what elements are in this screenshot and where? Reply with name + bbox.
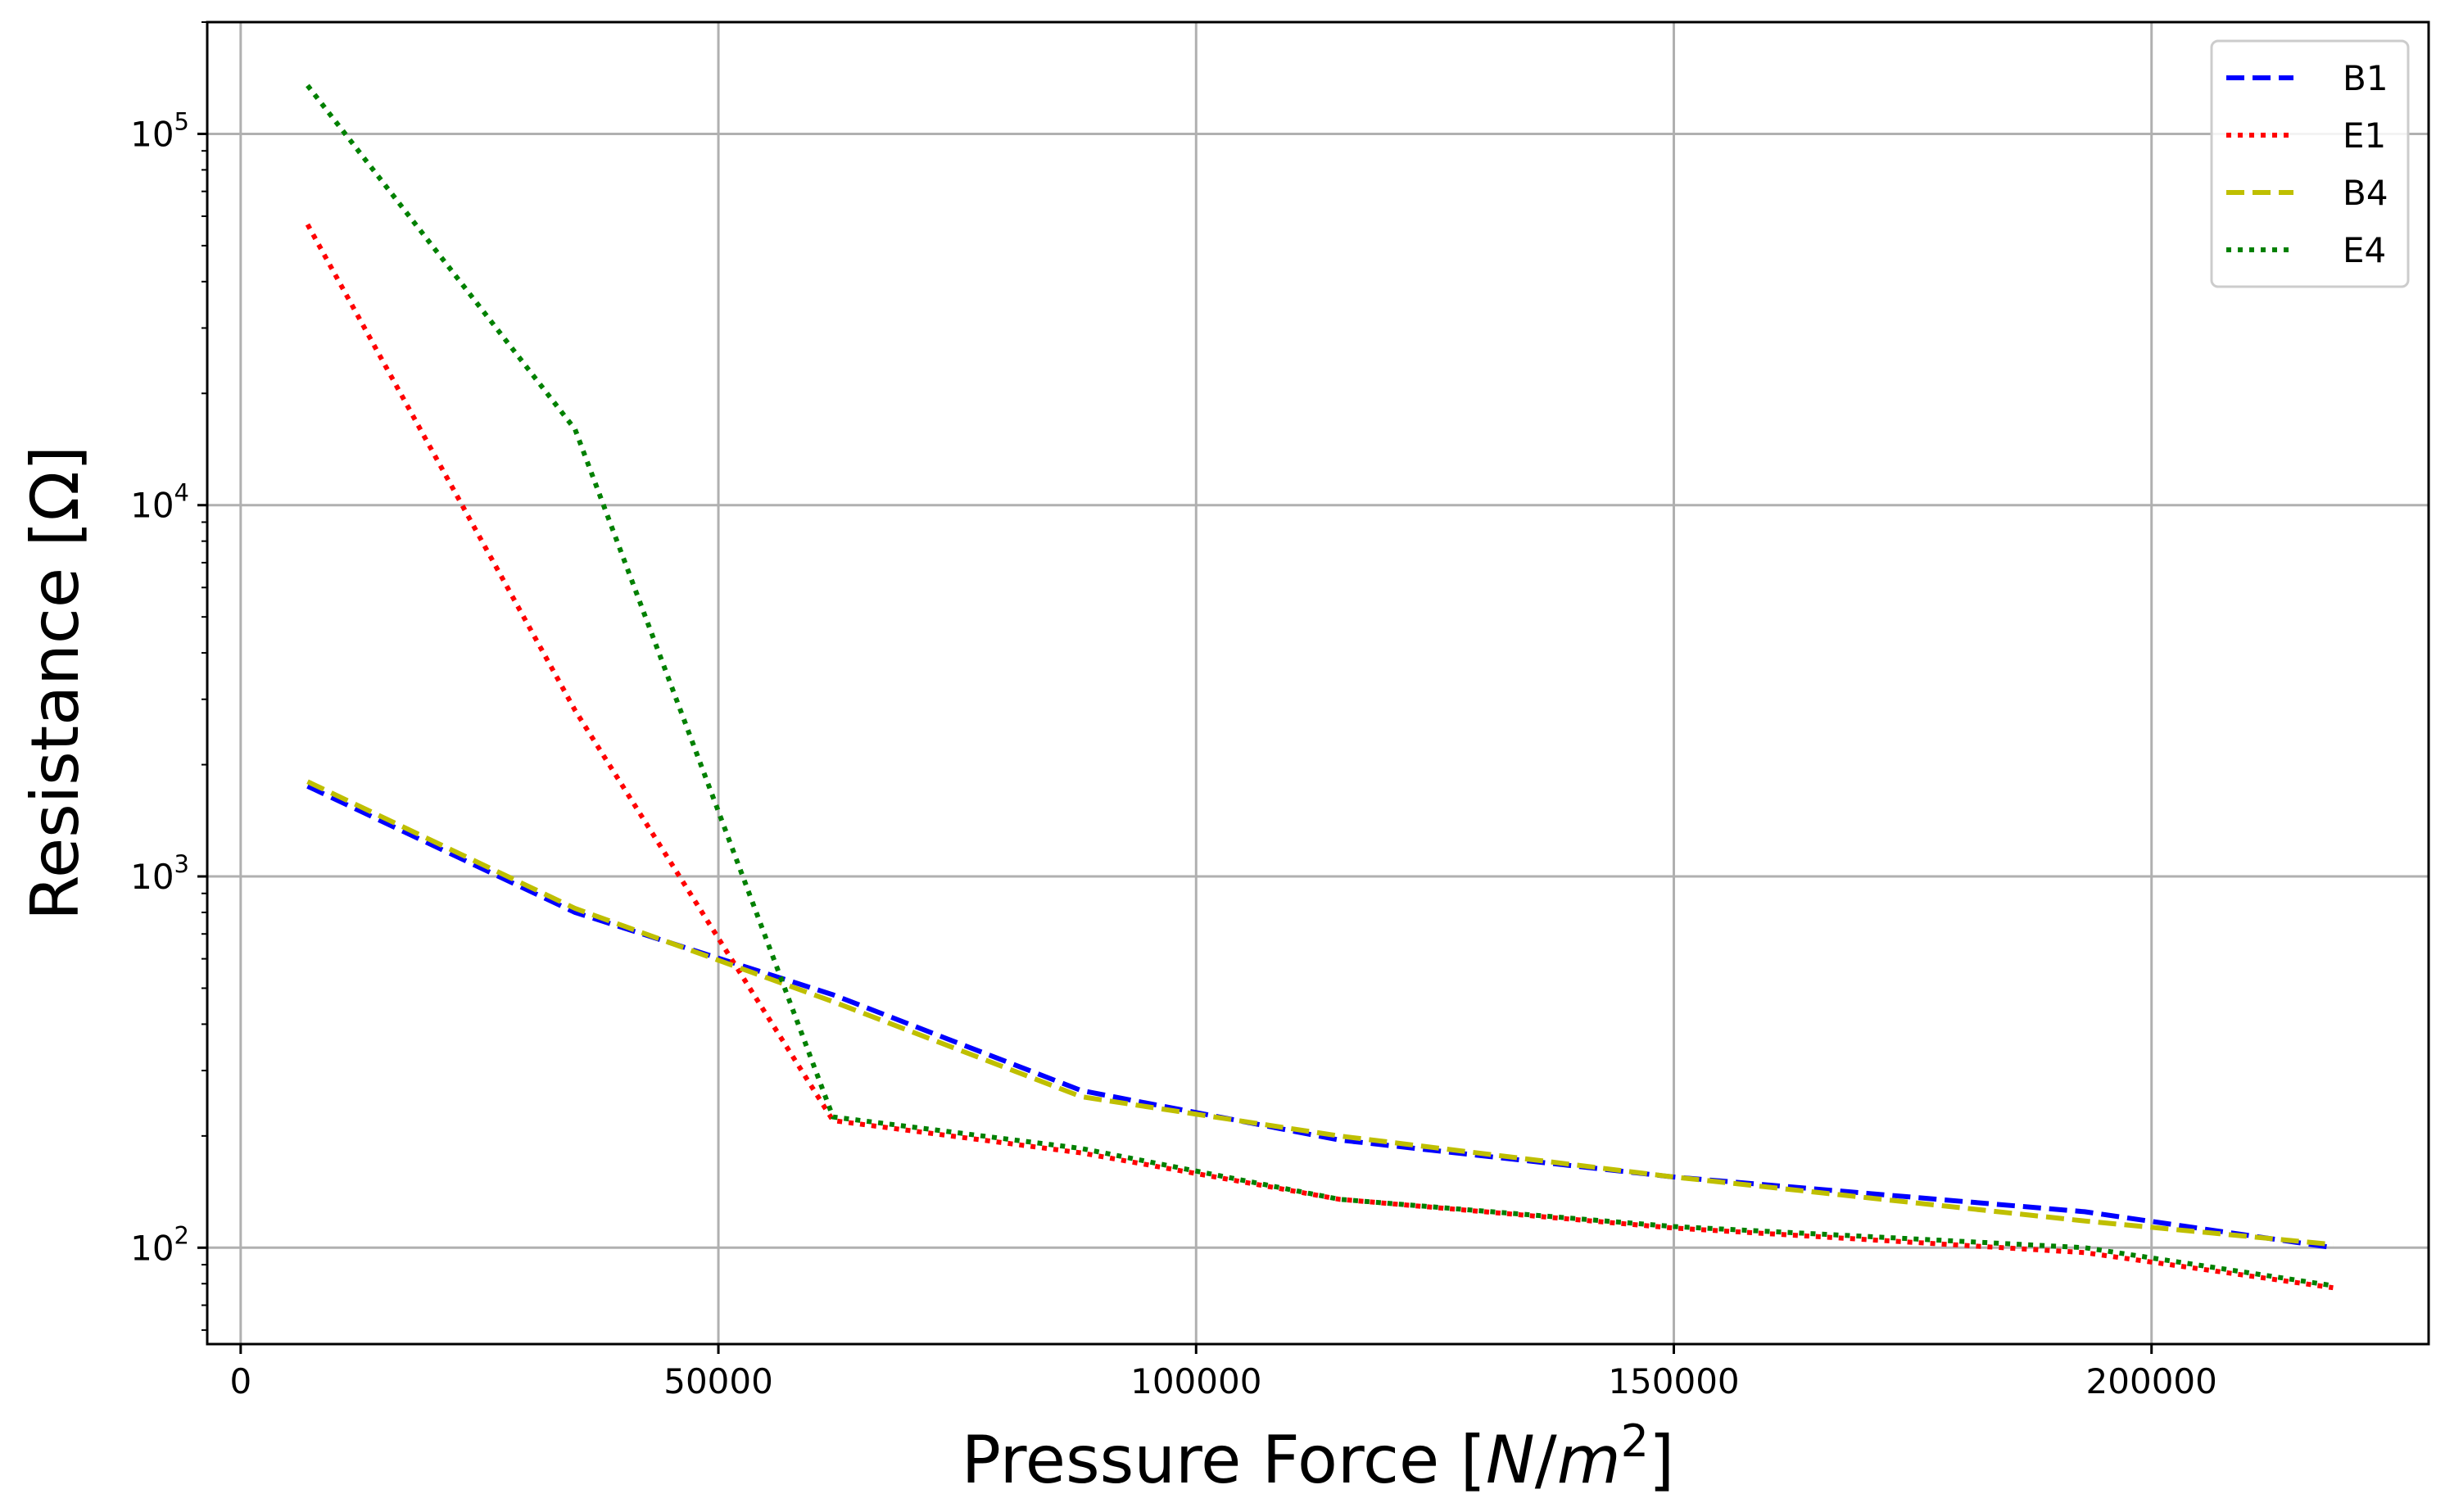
series-line-e1 xyxy=(305,223,2334,1291)
y-tick-label: 102 xyxy=(130,1221,189,1268)
grid xyxy=(207,22,2429,1344)
y-tick-label: 103 xyxy=(130,850,189,897)
x-axis-title: Pressure Force [N/m2] xyxy=(962,1415,1674,1498)
plot-frame xyxy=(206,20,2430,1346)
legend-box xyxy=(2210,39,2410,288)
axis-ticks: 0 50000 100000 150000 200000 102 103 104 105 xyxy=(130,21,2217,1401)
x-tick-label: 0 xyxy=(229,1361,251,1401)
y-tick-label: 104 xyxy=(130,479,189,526)
y-axis-title: Resistance [Ω] xyxy=(17,446,93,921)
series-line-e4 xyxy=(306,84,2334,1288)
legend-label-b1: B1 xyxy=(2343,58,2388,98)
legend-label-b4: B4 xyxy=(2343,173,2388,213)
legend-label-e4: E4 xyxy=(2343,230,2386,270)
legend: B1 E1 B4 E4 xyxy=(2210,39,2410,288)
x-tick-label: 150000 xyxy=(1608,1361,1739,1401)
x-tick-label: 200000 xyxy=(2086,1361,2217,1401)
x-tick-label: 50000 xyxy=(663,1361,773,1401)
x-tick-label: 100000 xyxy=(1130,1361,1261,1401)
y-tick-label: 105 xyxy=(130,107,189,154)
legend-label-e1: E1 xyxy=(2343,115,2386,156)
series-lines xyxy=(305,84,2334,1291)
series-line-b4 xyxy=(306,779,2334,1247)
